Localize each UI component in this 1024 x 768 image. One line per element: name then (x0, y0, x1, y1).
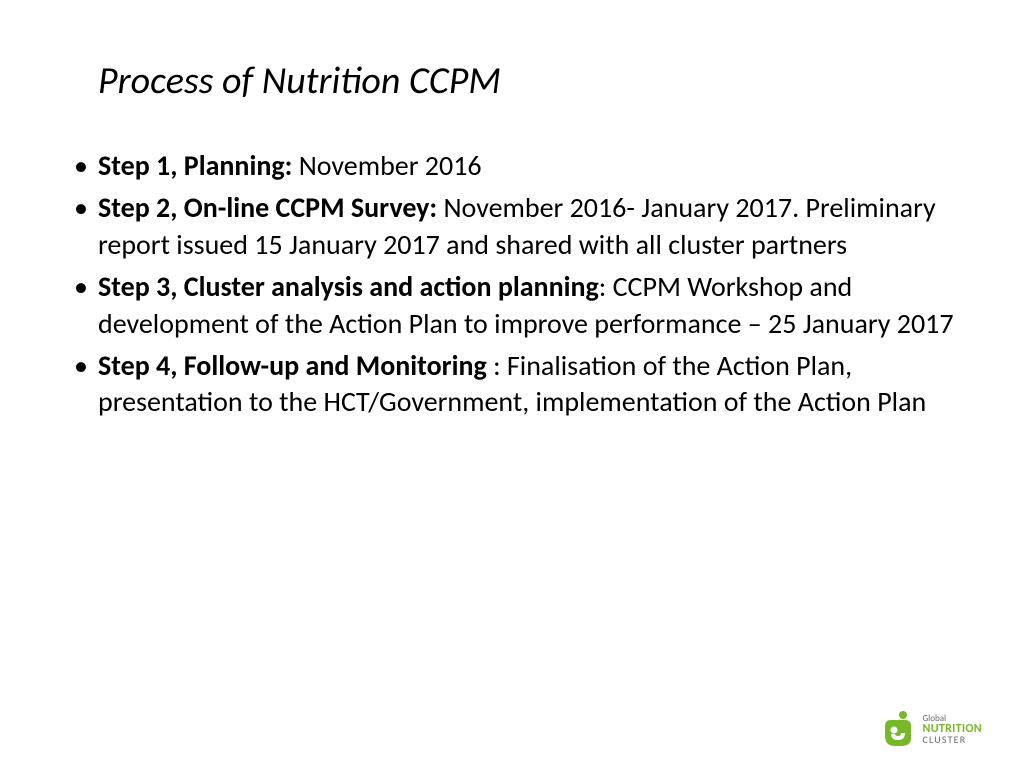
list-item: Step 3, Cluster analysis and action plan… (74, 269, 954, 342)
bullet-text: November 2016 (299, 148, 482, 183)
list-item: Step 2, On-line CCPM Survey: November 20… (74, 190, 954, 263)
logo-text: Global NUTRITION CLUSTER (923, 714, 983, 745)
list-item: Step 1, Planning: November 2016 (74, 148, 954, 184)
slide-title: Process of Nutrition CCPM (70, 58, 954, 104)
bullet-list: Step 1, Planning: November 2016 Step 2, … (70, 148, 954, 421)
slide-container: Process of Nutrition CCPM Step 1, Planni… (0, 0, 1024, 467)
list-item: Step 4, Follow-up and Monitoring : Final… (74, 348, 954, 421)
bullet-bold: Step 2, On-line CCPM Survey: (98, 190, 443, 225)
logo-container: Global NUTRITION CLUSTER (879, 710, 983, 748)
bullet-bold: Step 1, Planning: (98, 148, 299, 183)
logo-cluster-text: CLUSTER (923, 735, 983, 745)
nutrition-cluster-logo-icon (879, 710, 917, 748)
bullet-bold: Step 3, Cluster analysis and action plan… (98, 269, 599, 304)
bullet-bold: Step 4, Follow-up and Monitoring (98, 348, 493, 383)
